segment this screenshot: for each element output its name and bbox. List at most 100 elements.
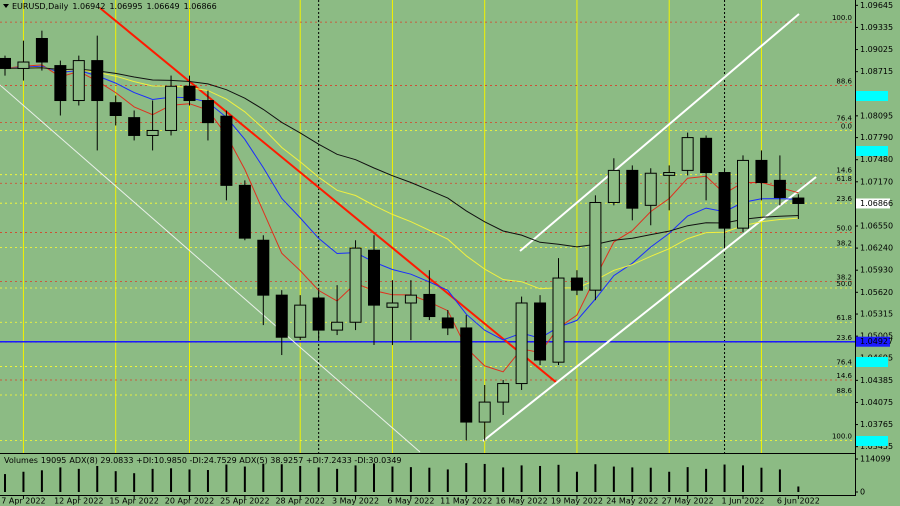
candle-body — [773, 179, 786, 198]
volume-tick-label: 0 — [860, 488, 865, 497]
fib-label: 61.8 — [836, 314, 852, 322]
x-tick-label: 28 Apr 2022 — [275, 497, 324, 506]
candle-body — [534, 302, 547, 361]
level-box — [856, 146, 888, 156]
fib-label: 100.0 — [832, 433, 852, 441]
y-tick-label: 1.09645 — [860, 1, 893, 10]
candle-body — [183, 85, 196, 102]
fib-label: 14.6 — [836, 167, 852, 175]
y-tick-label: 1.06550 — [860, 222, 893, 231]
close: 1.06866 — [184, 2, 217, 11]
candle-body — [146, 129, 159, 136]
x-tick-label: 25 Apr 2022 — [220, 497, 269, 506]
y-tick-label: 1.09025 — [860, 45, 893, 54]
moving-average — [4, 65, 799, 341]
candle-body — [275, 294, 288, 338]
x-tick-label: 16 May 2022 — [496, 497, 548, 506]
y-tick-label: 1.05315 — [860, 310, 893, 319]
candle-body — [0, 57, 11, 69]
moving-averages — [4, 64, 799, 373]
fib-label: 23.6 — [836, 334, 852, 342]
x-tick-label: 24 May 2022 — [606, 497, 658, 506]
volume-tick-label: 114099 — [860, 455, 891, 464]
candle-body — [294, 304, 307, 338]
candle-body — [497, 383, 510, 403]
candle-body — [238, 184, 251, 239]
candle-body — [681, 137, 694, 171]
y-tick-label: 1.08095 — [860, 111, 893, 120]
candle-body — [589, 201, 602, 291]
fib-label: 23.6 — [836, 195, 852, 203]
candle-body — [257, 239, 270, 296]
horizontal-line-box — [856, 336, 890, 347]
y-tick-label: 1.09335 — [860, 23, 893, 32]
candle-body — [607, 169, 620, 203]
fib-label: 61.8 — [836, 175, 852, 183]
level-box — [856, 357, 888, 367]
candle-body — [17, 61, 30, 69]
x-tick-label: 7 Apr 2022 — [1, 497, 45, 506]
candle-body — [91, 60, 104, 102]
candles — [0, 30, 805, 441]
y-tick-label: 1.04075 — [860, 398, 893, 407]
channel-line — [519, 13, 800, 252]
candle-body — [386, 302, 399, 308]
volume-current: 19095 — [41, 456, 66, 465]
fib-label: 38.2 — [836, 239, 852, 247]
candle-body — [552, 277, 565, 363]
candle-body — [54, 65, 67, 102]
candle-body — [626, 169, 639, 209]
y-tick-label: 1.05620 — [860, 288, 893, 297]
fib-label: 14.6 — [836, 372, 852, 380]
moving-average — [4, 67, 799, 248]
x-tick-label: 11 May 2022 — [440, 497, 492, 506]
low: 1.06649 — [147, 2, 180, 11]
chart-header: EURUSD,Daily 1.06942 1.06995 1.06649 1.06866 — [12, 2, 217, 11]
candle-body — [570, 277, 583, 291]
trend-line — [99, 7, 558, 384]
y-tick-label: 1.05005 — [860, 332, 893, 341]
candle-body — [312, 297, 325, 331]
level-box — [856, 436, 888, 446]
channel-line — [482, 176, 817, 442]
candle-body — [737, 159, 749, 229]
symbol: EURUSD,Daily — [12, 2, 69, 11]
candle-body — [515, 302, 528, 385]
separators — [22, 0, 762, 453]
y-tick-label: 1.08715 — [860, 67, 893, 76]
horizontal-line-label: 1.04927 — [860, 337, 893, 346]
x-tick-label: 6 Jun 2022 — [777, 497, 820, 506]
volume-title: Volumes — [4, 456, 38, 465]
fib-label: 88.6 — [836, 387, 852, 395]
candle-body — [331, 321, 344, 331]
x-tick-label: 6 May 2022 — [387, 497, 434, 506]
candle-body — [460, 327, 473, 423]
candle-body — [220, 115, 233, 186]
collapse-icon[interactable] — [3, 4, 9, 8]
x-tick-label: 19 May 2022 — [551, 497, 603, 506]
fib-label: 50.0 — [836, 224, 852, 232]
candle-body — [201, 100, 214, 124]
candle-body — [423, 293, 436, 318]
candle-body — [663, 172, 676, 176]
y-tick-label: 1.03765 — [860, 420, 893, 429]
y-tick-label: 1.05930 — [860, 266, 893, 275]
high: 1.06995 — [109, 2, 142, 11]
fib-label: 100.0 — [832, 14, 852, 22]
candle-body — [755, 159, 768, 184]
candle-body — [644, 172, 657, 206]
y-tick-label: 1.03455 — [860, 442, 893, 451]
candle-body — [404, 294, 417, 304]
candle-body — [700, 137, 713, 174]
candle-body — [792, 197, 805, 204]
moving-average — [4, 66, 799, 290]
x-tick-label: 1 Jun 2022 — [721, 497, 764, 506]
y-tick-label: 1.07480 — [860, 155, 893, 164]
candle-body — [109, 102, 122, 116]
fibonacci-levels: 100.088.676.461.850.038.223.614.60.014.6… — [0, 14, 855, 441]
candle-body — [165, 85, 178, 131]
